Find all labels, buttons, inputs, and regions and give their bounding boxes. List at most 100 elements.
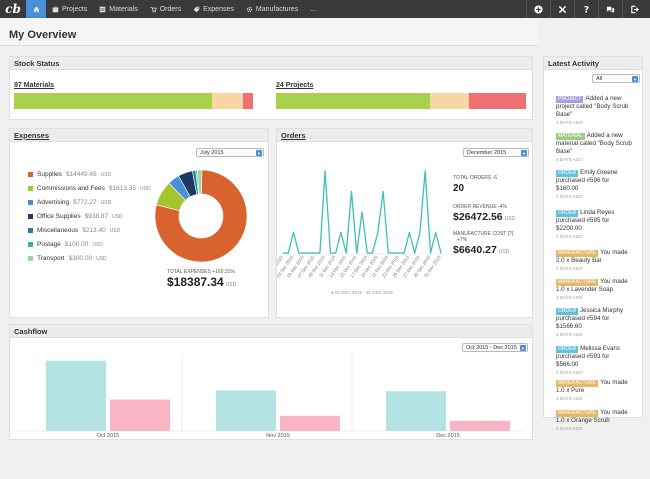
cashflow-bar-outgoing[interactable] [110,399,170,431]
activity-time: 4 DAYS AGO [556,396,583,401]
donut-slice-supplies[interactable] [154,169,248,263]
chevron-down-icon: ▼ [632,76,638,82]
expenses-title-text[interactable]: Expenses [14,130,50,140]
cashflow-bar-outgoing[interactable] [450,420,510,431]
activity-filter-select[interactable]: All ▼ [592,74,640,83]
orders-title-text[interactable]: Orders [281,130,306,140]
messages-button[interactable] [598,0,622,18]
expense-legend-item: Postage $100.00 USD [28,241,103,248]
materials-low-stock-segment [211,93,244,109]
nav-orders-label: Orders [159,5,182,13]
orders-data-point[interactable] [335,252,337,254]
nav-materials[interactable]: Materials [93,0,143,18]
nav-home-button[interactable] [26,0,46,18]
orders-data-point[interactable] [308,252,310,254]
activity-tag: MANUFACTURE [556,380,599,387]
orders-data-point[interactable] [329,252,331,254]
activity-item[interactable]: MANUFACTURE You made 2.0 x Beauty Bar 4 DA… [556,249,632,272]
nav-orders[interactable]: Orders [144,0,187,18]
logout-button[interactable] [622,0,646,18]
chevron-down-icon: ▼ [521,150,527,156]
total-expenses-currency: USD [225,282,237,288]
nav-expenses[interactable]: Expenses [187,0,240,18]
activity-time: 4 DAYS AGO [556,194,583,199]
tools-button[interactable] [550,0,574,18]
orders-data-point[interactable] [298,252,300,254]
orders-data-point[interactable] [319,252,321,254]
expense-category-name: Miscellaneous [37,227,79,234]
activity-item[interactable]: ORDER Melissa Evans purchased #593 for $5… [556,345,632,376]
orders-data-point[interactable] [345,252,347,254]
activity-tag: ORDER [556,170,579,177]
orders-data-point[interactable] [424,170,426,172]
cashflow-bar-incoming[interactable] [216,390,276,431]
activity-time: 4 DAYS AGO [556,266,583,271]
cashflow-bar-incoming[interactable] [386,391,446,431]
legend-swatch [28,256,33,261]
orders-data-point[interactable] [419,232,421,233]
orders-data-point[interactable] [408,232,410,233]
donut-slice-transport[interactable] [196,169,203,195]
orders-data-point[interactable] [382,191,384,192]
legend-swatch [28,242,33,247]
activity-item[interactable]: MANUFACTURE You made 1.0 x Lavender Soap 4… [556,278,632,301]
orders-data-point[interactable] [377,232,379,233]
activity-item[interactable]: ORDER Jessica Murphy purchased #594 for $… [556,307,632,338]
expenses-donut-chart [154,169,248,263]
orders-data-point[interactable] [293,232,295,233]
orders-data-point[interactable] [340,232,342,233]
app-logo[interactable]: cb [5,2,21,16]
orders-data-point[interactable] [356,252,358,254]
cashflow-category-label: Oct 2015 [97,433,119,439]
help-button[interactable]: ? [574,0,598,18]
orders-data-point[interactable] [435,232,437,233]
orders-data-point[interactable] [398,252,400,254]
orders-data-point[interactable] [440,252,442,254]
expenses-icon [193,6,200,12]
activity-item[interactable]: MANUFACTURE You made 1.0 x Orange Scrub 4 … [556,409,632,432]
orders-data-point[interactable] [303,252,305,254]
materials-link[interactable]: 97 Materials [14,82,55,89]
orders-month-select[interactable]: December 2015 ▼ [463,148,529,157]
orders-data-point[interactable] [361,211,363,213]
orders-data-point[interactable] [314,252,316,254]
orders-data-point[interactable] [324,170,326,172]
nav-projects-label: Projects [62,5,88,13]
activity-text: Emily Greene purchased #596 for $160.00 [556,169,618,192]
orders-data-point[interactable] [366,252,368,254]
cashflow-bar-incoming[interactable] [46,360,106,431]
nav-more[interactable]: ... [310,5,317,13]
orders-data-point[interactable] [414,252,416,254]
activity-item[interactable]: MATERIAL Added a new material called "Bod… [556,132,632,163]
activity-item[interactable]: PROJECT Added a new project called "Body … [556,95,632,126]
activity-item[interactable]: ORDER Linda Reyes purchased #595 for $220… [556,209,632,240]
projects-link[interactable]: 24 Projects [276,82,314,89]
orders-data-point[interactable] [387,252,389,254]
cashflow-bar-outgoing[interactable] [280,415,340,431]
orders-data-point[interactable] [403,252,405,254]
latest-activity-title: Latest Activity [544,57,642,70]
orders-data-point[interactable] [429,252,431,254]
orders-data-point[interactable] [393,252,395,254]
logout-icon [631,5,639,13]
add-button[interactable] [526,0,550,18]
activity-item[interactable]: MANUFACTURE You made 1.0 x Pure 4 DAYS AGO [556,379,632,402]
orders-data-point[interactable] [372,252,374,254]
activity-time: 4 DAYS AGO [556,120,583,125]
orders-data-point[interactable] [287,252,289,254]
orders-data-point[interactable] [282,252,284,254]
plus-circle-icon [534,4,543,14]
activity-text: You made 1.0 x Orange Scrub [556,409,628,424]
cashflow-range-select[interactable]: Oct 2015 - Dec 2015 ▼ [462,343,528,352]
orders-data-point[interactable] [350,191,352,192]
expense-currency: USD [100,171,112,178]
activity-time: 4 DAYS AGO [556,295,583,300]
activity-item[interactable]: ORDER Emily Greene purchased #596 for $16… [556,169,632,200]
nav-projects[interactable]: Projects [46,0,93,18]
nav-manufactures[interactable]: Manufactures [240,0,304,18]
expenses-month-select[interactable]: July 2015 ▼ [196,148,264,157]
expense-amount: $14449.45 [65,171,97,178]
stock-status-panel: Stock Status 97 Materials 24 Projects [9,56,533,120]
nav-materials-label: Materials [109,5,138,13]
